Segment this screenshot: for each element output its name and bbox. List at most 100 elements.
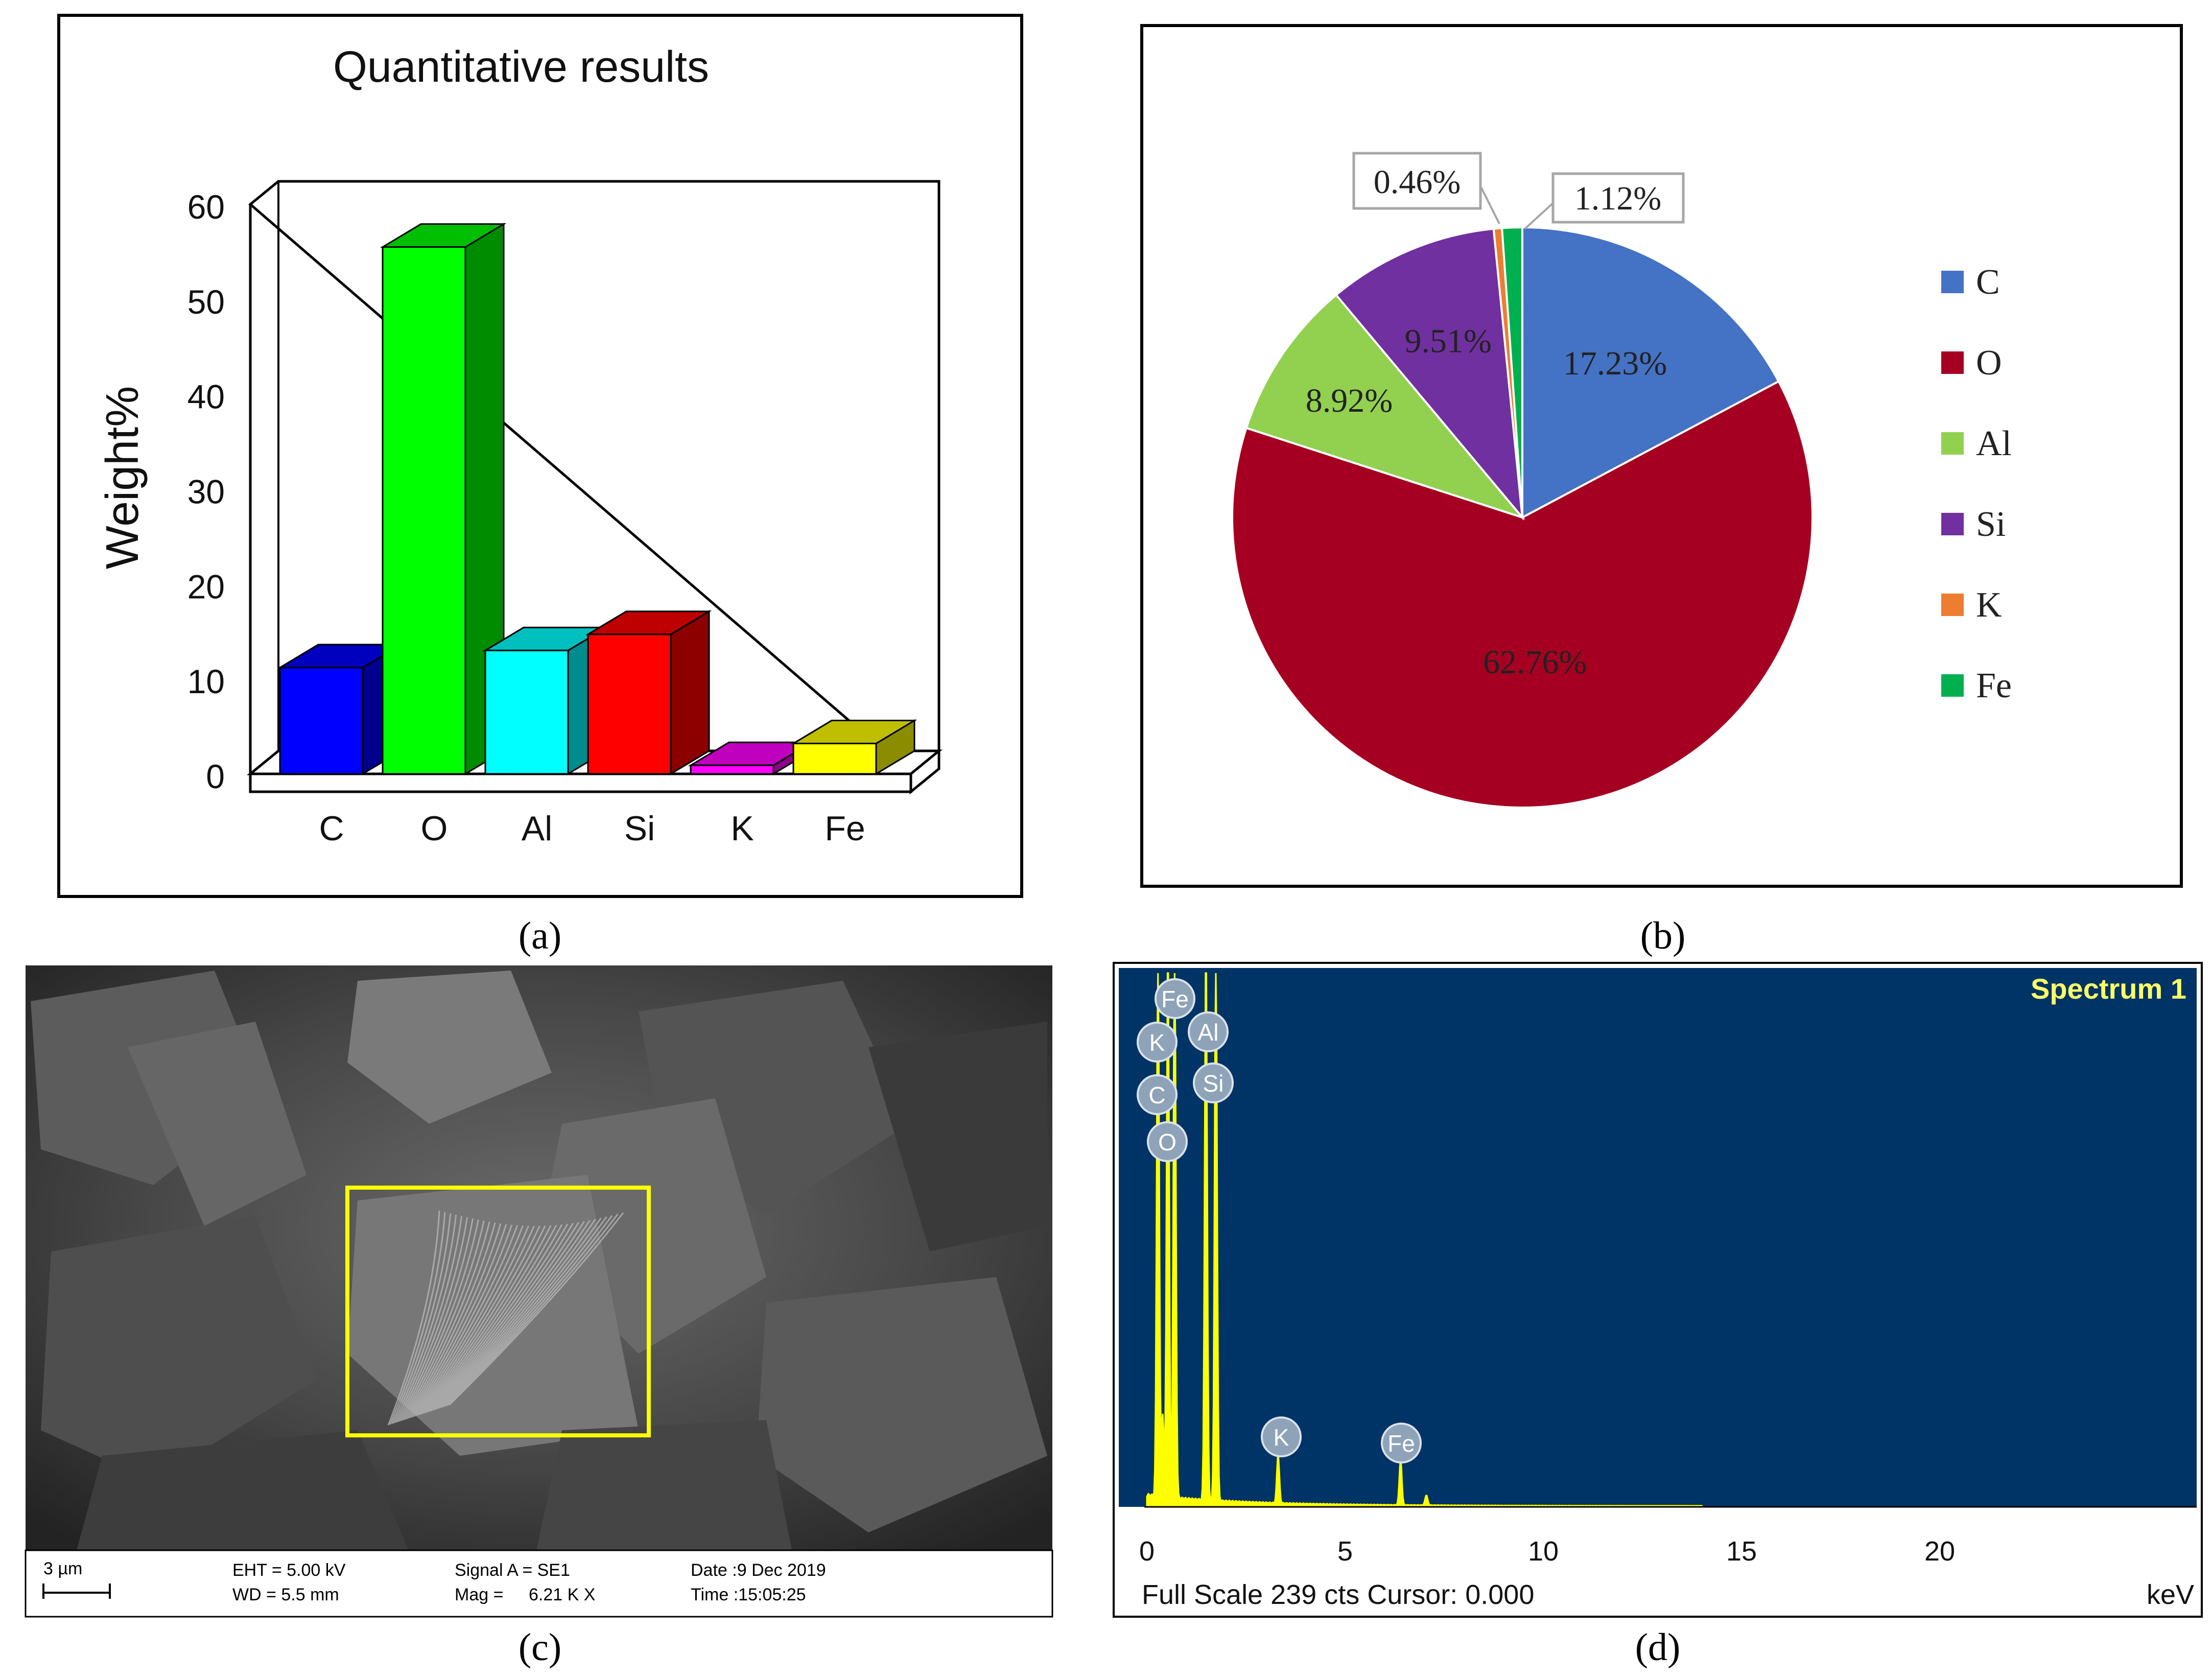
spectrum-x-ticks: 0 5 10 15 20: [1139, 1536, 1955, 1567]
peak-label: K: [1274, 1424, 1289, 1451]
legend-label: Fe: [1976, 666, 2012, 705]
peak-label: C: [1148, 1082, 1165, 1108]
pie-callout-box: [1352, 152, 1482, 210]
bar-chart-ylabel: Weight%: [97, 386, 148, 570]
sem-fiber: [408, 1223, 502, 1419]
sem-fiber: [422, 1225, 546, 1414]
sem-fiber: [410, 1224, 507, 1419]
pie-slice-Si: [1334, 227, 1524, 521]
spectrum-plot-area: [1119, 968, 2197, 1507]
bar-y-tick-label: 0: [206, 758, 225, 795]
spectrum-x-tick: 0: [1139, 1536, 1155, 1567]
sem-fiber: [439, 1218, 596, 1409]
sem-wd: WD = 5.5 mm: [232, 1585, 339, 1604]
sem-fiber: [443, 1216, 607, 1407]
panel-c-label: (c): [519, 1626, 561, 1669]
sem-fiber: [447, 1214, 619, 1406]
sem-fiber: [389, 1212, 446, 1425]
sem-fiber: [413, 1225, 519, 1417]
sem-fiber: [395, 1216, 463, 1423]
sem-fiber: [393, 1214, 457, 1424]
bar-front: [279, 667, 364, 775]
peak-label: Al: [1198, 1019, 1219, 1046]
sem-time: Time :15:05:25: [691, 1585, 806, 1604]
pie-data-label: 0.46%: [1374, 163, 1461, 201]
legend-label: Al: [1976, 424, 2012, 463]
bar-front: [587, 633, 672, 775]
peak-label: O: [1158, 1129, 1176, 1155]
sem-texture: [31, 971, 1047, 1550]
bar-Si: [585, 610, 712, 775]
sem-fiber: [406, 1222, 496, 1420]
sem-fiber: [427, 1224, 557, 1413]
pie-data-label: 62.76%: [1483, 644, 1587, 681]
peak-label: Fe: [1387, 1430, 1415, 1457]
sem-fibers: [387, 1210, 624, 1426]
spectrum-x-tick: 5: [1337, 1536, 1353, 1567]
sem-eht: EHT = 5.00 kV: [232, 1561, 346, 1580]
sem-fiber: [425, 1225, 552, 1413]
spectrum-x-tick: 15: [1726, 1536, 1757, 1567]
sem-fiber: [421, 1225, 540, 1415]
sem-fiber: [417, 1225, 529, 1416]
panel-c: 3 µm EHT = 5.00 kV WD = 5.5 mm Signal A …: [25, 965, 1053, 1669]
bar-front: [484, 649, 569, 775]
peak-label: Fe: [1161, 986, 1189, 1012]
peak-bubble: [1193, 1062, 1234, 1103]
peak-bubble: [1381, 1423, 1422, 1463]
legend-swatch-O: [1941, 351, 1964, 374]
peak-label: K: [1149, 1029, 1165, 1056]
legend-swatch-K: [1941, 594, 1964, 616]
pie-callout-box: [1551, 172, 1685, 224]
pie-data-label: 8.92%: [1306, 382, 1393, 419]
sem-scale-text: 3 µm: [43, 1559, 82, 1578]
sem-fiber: [445, 1215, 613, 1407]
sem-fiber: [402, 1220, 485, 1421]
peak-bubble: [1155, 978, 1195, 1019]
spectrum-x-tick: 20: [1924, 1536, 1955, 1567]
legend-label: K: [1976, 585, 2002, 625]
legend-swatch-Si: [1941, 513, 1964, 535]
legend-label: C: [1976, 263, 2000, 302]
sem-mag-label: Mag =: [455, 1585, 503, 1604]
legend-swatch-C: [1941, 271, 1964, 293]
sem-fiber: [387, 1210, 440, 1426]
sem-fiber: [441, 1217, 602, 1408]
panel-a: Quantitative results Weight% 0 10 20 30 40 50…: [57, 14, 1023, 957]
peak-bubble: [1137, 1022, 1178, 1062]
bar-y-tick-label: 50: [187, 283, 225, 321]
bar-side: [670, 610, 710, 775]
pie-slices: [1231, 226, 1814, 809]
bar-x-label: Fe: [825, 809, 865, 848]
pie-data-label: 9.51%: [1404, 322, 1491, 360]
sem-highlight-box: [345, 1186, 651, 1437]
bar-front: [792, 743, 877, 775]
bar-x-label: C: [319, 809, 344, 848]
sem-fiber: [398, 1218, 474, 1422]
bar-y-tick-label: 30: [187, 473, 225, 511]
pie-data-label: 17.23%: [1563, 345, 1667, 382]
panel-b: 17.23% 62.76% 8.92% 9.51% 0.46% 1.12% C O Al Si K…: [1140, 24, 2183, 957]
sem-fiber: [415, 1225, 524, 1416]
sem-fiber: [401, 1219, 479, 1422]
bar-y-tick-label: 10: [187, 663, 225, 700]
bar-y-tick-label: 60: [187, 188, 225, 226]
bar-O: [380, 222, 507, 775]
pie-data-labels: 17.23% 62.76% 8.92% 9.51% 0.46% 1.12%: [1306, 152, 1685, 681]
pie-slice-Al: [1245, 293, 1525, 520]
pie-callout-leader: [1479, 185, 1500, 224]
bar-x-label: Al: [522, 809, 552, 848]
bar-y-tick-label: 20: [187, 568, 225, 605]
pie-slice-Fe: [1500, 226, 1523, 518]
bar-x-label: K: [731, 809, 754, 848]
pie-slice-C: [1521, 226, 1780, 519]
pie-callout-leader: [1524, 202, 1554, 230]
sem-signal: Signal A = SE1: [455, 1561, 570, 1580]
sem-fiber: [428, 1224, 563, 1412]
legend-label: O: [1976, 343, 2002, 383]
peak-bubble: [1188, 1011, 1229, 1052]
spectrum-footer: Full Scale 239 cts Cursor: 0.000: [1142, 1579, 1534, 1610]
pie-legend: C O Al Si K Fe: [1941, 263, 2012, 705]
